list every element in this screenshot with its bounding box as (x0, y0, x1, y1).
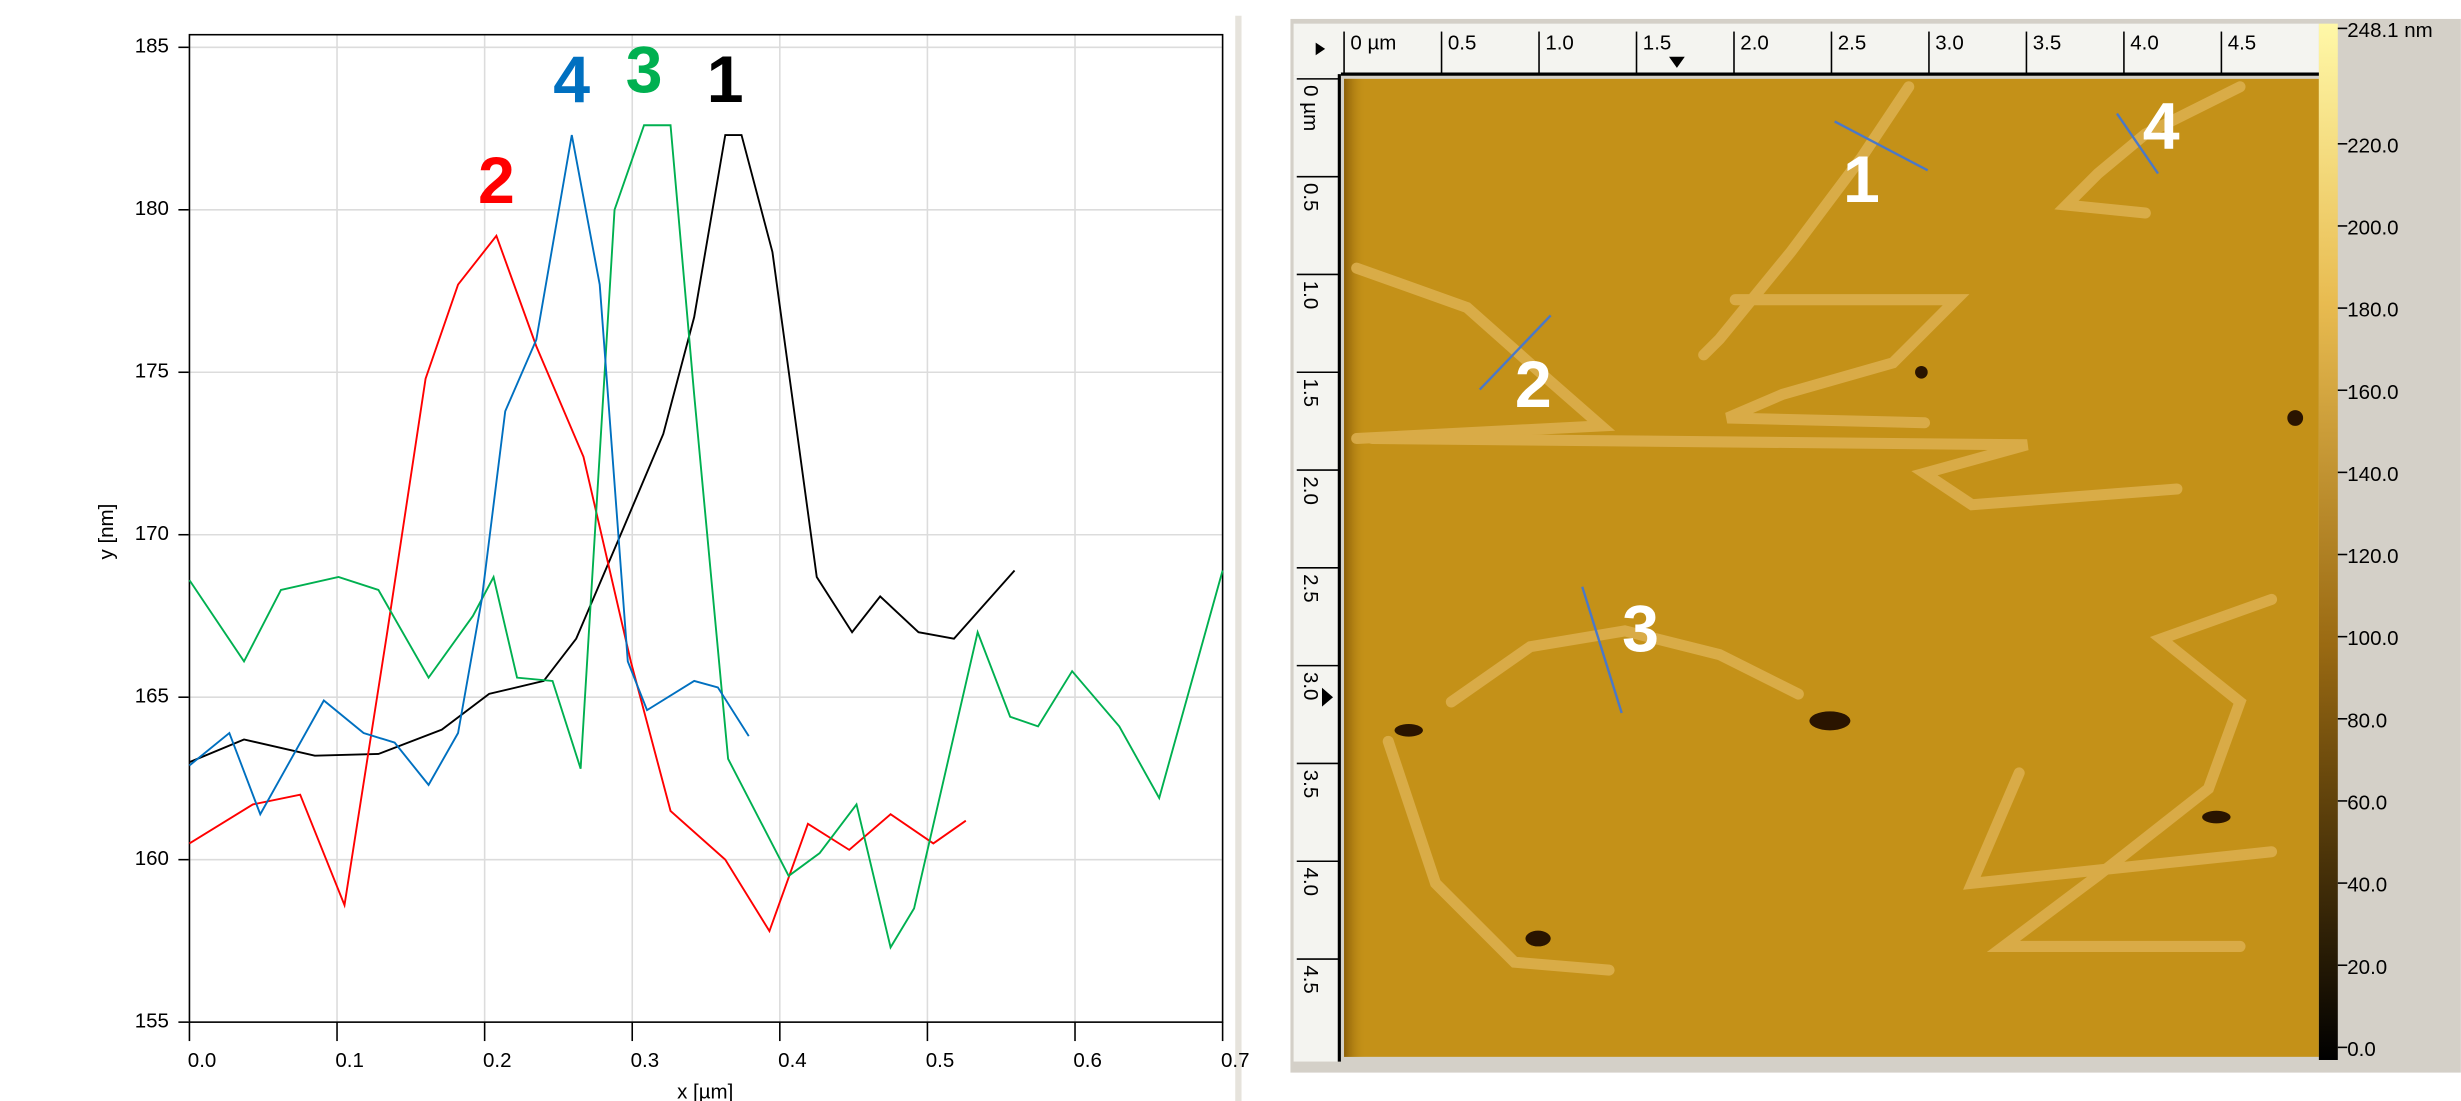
series-label: 2 (478, 144, 515, 218)
y-tick-label: 175 (135, 360, 169, 383)
x-ruler-label: 0 µm (1350, 32, 1396, 55)
y-ruler-label: 4.5 (1299, 965, 1322, 994)
series-label: 1 (707, 43, 744, 117)
series-label: 4 (553, 43, 590, 117)
colorbar-label: 120.0 (2347, 545, 2398, 568)
figure: y [nm] x [µm] 155 160 165 170 175 180 185 0.0 0.… (0, 0, 2461, 1101)
y-ruler-label: 2.0 (1299, 476, 1322, 505)
x-ruler-label: 0.5 (1448, 32, 1477, 55)
profile-label: 4 (2143, 89, 2180, 163)
series-label: 3 (626, 33, 663, 107)
y-ruler-label: 4.0 (1299, 868, 1322, 896)
x-tick-label: 0.5 (926, 1049, 955, 1072)
colorbar-label: 100.0 (2347, 627, 2398, 650)
profile-label: 3 (1622, 593, 1659, 667)
colorbar-label: 20.0 (2347, 956, 2387, 979)
x-ruler-label: 3.0 (1935, 32, 1964, 55)
colorbar-label: 220.0 (2347, 134, 2398, 157)
x-ruler-label: 2.0 (1740, 32, 1769, 55)
colorbar-label: 248.1 nm (2347, 19, 2432, 42)
x-tick-label: 0.6 (1073, 1049, 1101, 1072)
colorbar-label: 160.0 (2347, 381, 2398, 404)
x-tick-label: 0.7 (1221, 1049, 1250, 1072)
y-ruler-label: 3.5 (1299, 770, 1322, 799)
colorbar-label: 180.0 (2347, 299, 2398, 322)
x-tick-label: 0.3 (631, 1049, 660, 1072)
colorbar-label: 200.0 (2347, 217, 2398, 240)
afm-image (1344, 79, 2319, 1057)
profile-label: 1 (1843, 143, 1880, 217)
x-ruler-label: 4.5 (2228, 32, 2257, 55)
y-ruler-label: 1.0 (1299, 281, 1322, 309)
x-tick-label: 0.0 (188, 1049, 217, 1072)
series-line (189, 135, 748, 814)
y-tick-label: 165 (135, 685, 169, 708)
x-tick-label: 0.4 (778, 1049, 806, 1072)
y-tick-label: 160 (135, 847, 169, 870)
x-ruler-label: 2.5 (1838, 32, 1866, 55)
afm-edge (1344, 79, 1366, 1057)
y-ruler-label: 1.5 (1299, 379, 1322, 408)
y-ruler-label: 3.0 (1299, 672, 1322, 701)
x-ruler-label: 4.0 (2130, 32, 2159, 55)
colorbar-label: 0.0 (2347, 1038, 2376, 1061)
colorbar-label: 40.0 (2347, 874, 2387, 897)
x-tick-label: 0.2 (483, 1049, 512, 1072)
y-ruler-label: 0 µm (1299, 85, 1322, 131)
x-ruler-label: 3.5 (2033, 32, 2062, 55)
y-tick-label: 185 (135, 35, 169, 58)
colorbar-label: 140.0 (2347, 463, 2398, 486)
colorbar-label: 80.0 (2347, 709, 2387, 732)
colorbar (2319, 24, 2338, 1060)
colorbar-label: 60.0 (2347, 792, 2387, 815)
y-axis-label: y [nm] (95, 504, 118, 560)
y-ruler-label: 0.5 (1299, 183, 1322, 211)
x-ruler-label: 1.5 (1643, 32, 1672, 55)
x-tick-label: 0.1 (335, 1049, 364, 1072)
x-axis-label: x [µm] (677, 1081, 733, 1101)
y-ruler-label: 2.5 (1299, 574, 1322, 603)
series-line (189, 135, 1014, 762)
y-tick-label: 180 (135, 197, 169, 220)
y-tick-label: 170 (135, 522, 169, 545)
x-ruler-label: 1.0 (1545, 32, 1574, 55)
y-tick-label: 155 (135, 1010, 169, 1033)
page: {"chart_data":[ {"type":"line","x_label"… (0, 0, 2461, 1101)
profile-label: 2 (1515, 348, 1552, 422)
